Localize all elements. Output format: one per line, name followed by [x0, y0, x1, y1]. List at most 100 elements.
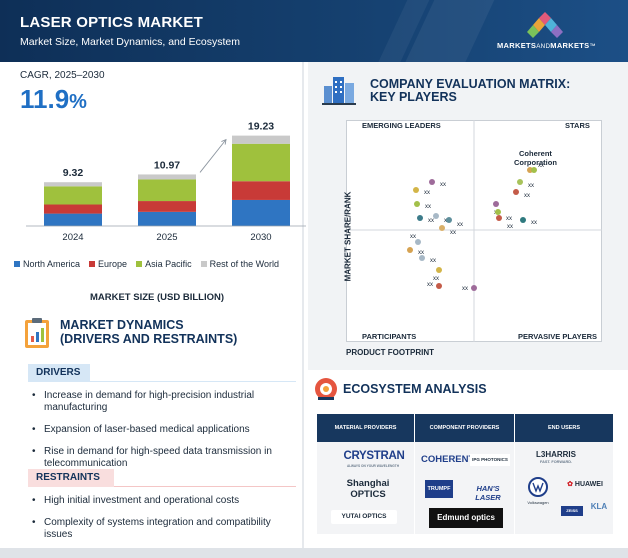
legend-label: North America: [23, 259, 81, 269]
crystran-logo: CRYSTRAN: [343, 450, 405, 462]
driver-item: Increase in demand for high-precision in…: [30, 390, 290, 414]
legend-swatch: [14, 261, 20, 267]
matrix-x-axis-title: PRODUCT FOOTPRINT: [346, 348, 434, 357]
marketsandmarkets-logo-icon: [527, 12, 563, 38]
ipg-photonics-logo: IPG PHOTONICS: [470, 454, 510, 466]
huawei-logo: ✿ HUAWEI: [567, 481, 603, 488]
company-point: [513, 189, 519, 195]
company-point-label: xx: [428, 218, 434, 224]
restraints-heading: RESTRAINTS: [28, 469, 114, 487]
footer-bar: [0, 548, 628, 558]
matrix-y-axis-title: MARKET SHARE/RANK: [343, 191, 353, 282]
company-point: [415, 239, 421, 245]
company-point: [531, 167, 537, 173]
ecosystem-icon: [315, 378, 337, 400]
company-point-label: xx: [507, 224, 513, 230]
divider: [114, 486, 296, 487]
quadrant-participants: PARTICIPANTS: [362, 332, 417, 341]
yutai-optics-logo: YUTAI OPTICS: [331, 510, 397, 524]
buildings-icon: [322, 77, 356, 105]
panel-divider: [302, 62, 304, 548]
company-point: [496, 215, 502, 221]
company-point: [436, 267, 442, 273]
company-point: [446, 217, 452, 223]
trumpf-logo: TRUMPF: [425, 480, 453, 498]
legend-item: North America: [14, 259, 80, 269]
company-matrix-title: COMPANY EVALUATION MATRIX: KEY PLAYERS: [370, 77, 571, 104]
coherent-logo: COHERENT: [421, 454, 475, 465]
company-point-label: xx: [424, 190, 430, 196]
divider: [90, 381, 296, 382]
company-point-label: xx: [418, 250, 424, 256]
column-header-material-providers: MATERIAL PROVIDERS: [317, 414, 414, 442]
column-separator: [414, 414, 415, 534]
company-evaluation-matrix: xxxxxxxxxxxxxxxxxxxxxxxxxxxxxxxxxxxxxxxx: [346, 120, 602, 342]
legend-label: Asia Pacific: [145, 259, 192, 269]
quadrant-pervasive-players: PERVASIVE PLAYERS: [518, 332, 598, 341]
hans-laser-logo: HAN'S LASER: [475, 484, 501, 502]
clipboard-chart-icon: [25, 318, 49, 348]
company-point-label: xx: [430, 258, 436, 264]
drivers-heading: DRIVERS: [28, 364, 90, 382]
company-point: [429, 179, 435, 185]
legend-label: Europe: [98, 259, 128, 269]
edmund-optics-logo: Edmund optics: [429, 508, 503, 528]
legend-item: Rest of the World: [200, 259, 279, 269]
company-point: [436, 283, 442, 289]
growth-arrow: [199, 139, 227, 173]
company-point: [493, 201, 499, 207]
company-point: [439, 225, 445, 231]
company-point-label: xx: [427, 282, 433, 288]
bar-segment-asia-pacific: [138, 179, 196, 202]
driver-item: Expansion of laser-based medical applica…: [30, 424, 290, 436]
marketsandmarkets-logo-text: MARKETSANDMARKETS™: [497, 41, 597, 50]
quadrant-emerging-leaders: EMERGING LEADERS: [362, 121, 441, 130]
ecosystem-table: MATERIAL PROVIDERS COMPONENT PROVIDERS E…: [317, 414, 613, 534]
page-title: LASER OPTICS MARKET: [20, 14, 203, 31]
volkswagen-logo-icon: [528, 477, 548, 497]
company-point: [520, 217, 526, 223]
page-header: [0, 0, 628, 62]
chart-legend: North America Europe Asia Pacific Rest of t…: [14, 259, 310, 269]
bar-total-label: 19.23: [248, 121, 274, 133]
company-point-label: xx: [450, 230, 456, 236]
restraint-item: Complexity of systems integration and co…: [30, 517, 290, 541]
bar-segment-north-america: [232, 199, 290, 226]
crystran-tagline: ALWAYS ON YOUR WAVELENGTH: [346, 464, 399, 468]
company-point-label: xx: [433, 276, 439, 282]
company-point: [471, 285, 477, 291]
column-header-end-users: END USERS: [515, 414, 613, 442]
restraints-list: High initial investment and operational …: [30, 495, 290, 551]
x-tick-label: 2030: [250, 232, 271, 243]
company-point-label: xx: [440, 182, 446, 188]
matrix-points: xxxxxxxxxxxxxxxxxxxxxxxxxxxxxxxxxxxxxxxx: [407, 163, 544, 292]
shanghai-optics-logo: Shanghai OPTICS: [346, 478, 390, 500]
bar-total-label: 10.97: [154, 159, 180, 171]
company-point: [407, 247, 413, 253]
company-point-label: xx: [457, 222, 463, 228]
bar-segment-asia-pacific: [232, 143, 290, 182]
legend-label: Rest of the World: [209, 259, 279, 269]
bar-segment-asia-pacific: [44, 186, 102, 205]
chart-x-axis-title: MARKET SIZE (USD BILLION): [89, 292, 225, 303]
company-point: [419, 255, 425, 261]
market-dynamics-title: MARKET DYNAMICS (DRIVERS AND RESTRAINTS): [60, 318, 238, 346]
volkswagen-label: Volkswagen: [527, 500, 549, 505]
market-size-bar-chart: 9.32 2024 10.97 2025 19.23 2030: [26, 121, 306, 243]
bar-segment-rest-of-the-world: [44, 182, 102, 187]
bar-segment-europe: [138, 201, 196, 212]
bar-total-label: 9.32: [63, 167, 84, 179]
column-separator: [514, 414, 515, 534]
bar-segment-north-america: [44, 213, 102, 226]
ecosystem-title: ECOSYSTEM ANALYSIS: [343, 382, 487, 396]
bar-segment-europe: [232, 181, 290, 200]
x-tick-label: 2024: [62, 232, 83, 243]
l3harris-tagline: FAST. FORWARD.: [540, 460, 572, 464]
drivers-list: Increase in demand for high-precision in…: [30, 390, 290, 480]
quadrant-stars: STARS: [565, 121, 590, 130]
legend-swatch: [200, 261, 207, 267]
company-point-label: xx: [462, 286, 468, 292]
company-point-label: xx: [425, 204, 431, 210]
company-point: [495, 209, 501, 215]
zeiss-logo: ZEISS: [561, 506, 583, 516]
